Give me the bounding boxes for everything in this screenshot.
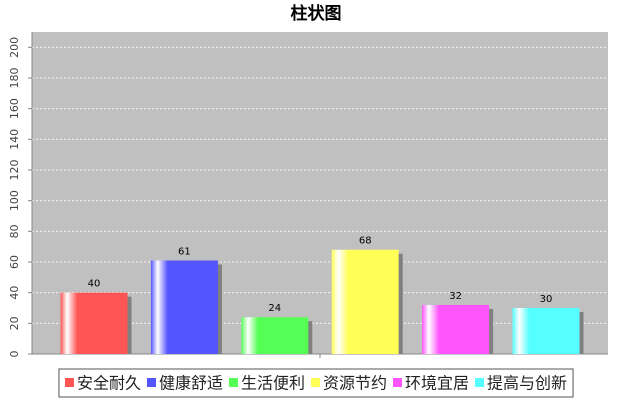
y-tick-label: 60 bbox=[8, 255, 21, 269]
legend-swatch bbox=[146, 378, 156, 387]
value-label: 61 bbox=[178, 246, 191, 257]
legend-label: 安全耐久 bbox=[77, 374, 141, 393]
bar bbox=[241, 317, 309, 354]
y-tick-label: 160 bbox=[8, 98, 21, 119]
value-label: 24 bbox=[268, 303, 281, 314]
chart-title: 柱状图 bbox=[291, 3, 342, 24]
legend-swatch bbox=[393, 378, 403, 387]
y-tick-label: 100 bbox=[8, 190, 21, 211]
legend-swatch bbox=[228, 378, 238, 387]
bar bbox=[422, 304, 490, 354]
bar bbox=[512, 308, 580, 354]
bar bbox=[150, 260, 218, 354]
value-label: 30 bbox=[540, 294, 553, 305]
y-tick-label: 80 bbox=[8, 224, 21, 238]
y-tick-label: 140 bbox=[8, 129, 21, 150]
y-tick-label: 0 bbox=[8, 351, 21, 358]
legend-label: 健康舒适 bbox=[159, 374, 223, 393]
legend-label: 环境宜居 bbox=[405, 374, 469, 393]
legend-swatch bbox=[311, 378, 320, 387]
value-label: 68 bbox=[359, 236, 372, 247]
legend: 安全耐久 健康舒适 生活便利 资源节约 环境宜居 提高与创新 bbox=[58, 368, 574, 398]
value-label: 32 bbox=[449, 291, 462, 302]
value-label: 40 bbox=[88, 279, 101, 290]
y-tick-label: 180 bbox=[8, 68, 21, 89]
legend-label: 提高与创新 bbox=[487, 374, 567, 393]
legend-swatch bbox=[64, 378, 74, 387]
y-tick-label: 120 bbox=[8, 160, 21, 181]
y-tick-label: 20 bbox=[8, 316, 21, 330]
legend-swatch bbox=[475, 378, 485, 387]
y-tick-label: 40 bbox=[8, 286, 21, 300]
bar bbox=[331, 249, 399, 354]
legend-label: 资源节约 bbox=[323, 374, 387, 393]
legend-label: 生活便利 bbox=[241, 374, 305, 393]
bar bbox=[60, 292, 128, 354]
y-tick-label: 200 bbox=[8, 37, 21, 58]
